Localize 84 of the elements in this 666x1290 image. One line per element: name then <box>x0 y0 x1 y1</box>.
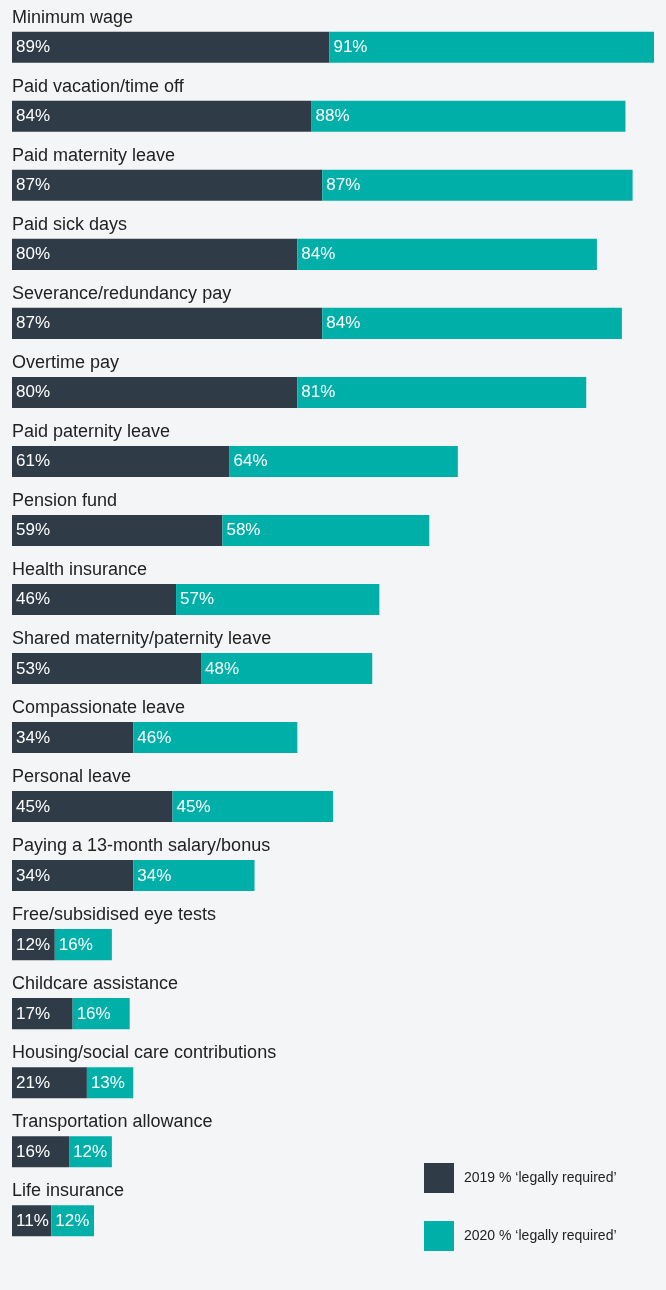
data-label: 87% <box>326 175 361 195</box>
data-label: 84% <box>301 244 336 264</box>
bar <box>322 169 633 201</box>
data-label: 13% <box>90 1072 125 1092</box>
bar <box>297 238 597 270</box>
y-tick-label: Paid vacation/time off <box>12 75 185 96</box>
data-label: 12% <box>73 1141 108 1161</box>
data-label: 87% <box>16 313 51 333</box>
bar <box>329 31 654 63</box>
bar <box>133 722 298 754</box>
data-label: 89% <box>16 37 51 57</box>
bar <box>12 514 223 546</box>
data-label: 12% <box>55 1210 90 1230</box>
y-tick-label: Life insurance <box>12 1180 125 1201</box>
legend-label: 2019 % ‘legally required’ <box>464 1169 617 1185</box>
y-tick-label: Paid paternity leave <box>12 420 171 441</box>
legend-label: 2020 % ‘legally required’ <box>464 1227 617 1243</box>
bar <box>12 307 323 339</box>
bar <box>12 722 134 754</box>
y-tick-label: Childcare assistance <box>12 973 179 994</box>
y-tick-label: Transportation allowance <box>12 1111 213 1132</box>
bar <box>12 169 323 201</box>
y-tick-label: Free/subsidised eye tests <box>12 904 217 925</box>
data-label: 61% <box>16 451 51 471</box>
y-tick-label: Housing/social care contributions <box>12 1042 277 1063</box>
bar <box>12 238 298 270</box>
data-label: 34% <box>16 865 51 885</box>
bar <box>12 583 177 616</box>
data-label: 21% <box>16 1072 51 1092</box>
y-tick-label: Paid maternity leave <box>12 144 176 165</box>
y-tick-label: Health insurance <box>12 558 148 579</box>
bar <box>222 514 430 546</box>
bar <box>201 652 373 685</box>
bar <box>176 583 380 616</box>
bar <box>172 791 333 823</box>
y-tick-label: Pension fund <box>12 489 118 510</box>
y-tick-label: Shared maternity/paternity leave <box>12 627 272 648</box>
data-label: 57% <box>180 589 215 609</box>
data-label: 87% <box>16 175 51 195</box>
bar <box>12 998 73 1030</box>
data-label: 48% <box>205 658 240 678</box>
data-label: 46% <box>16 589 51 609</box>
y-tick-label: Personal leave <box>12 766 132 787</box>
data-label: 45% <box>16 796 51 816</box>
data-label: 16% <box>16 1141 51 1161</box>
data-label: 11% <box>16 1210 49 1230</box>
data-label: 80% <box>16 244 51 264</box>
data-label: 59% <box>16 520 51 540</box>
data-label: 80% <box>16 382 51 402</box>
data-label: 88% <box>315 106 350 126</box>
bar <box>229 445 458 477</box>
data-label: 64% <box>233 451 268 471</box>
data-label: 34% <box>137 865 172 885</box>
y-tick-label: Compassionate leave <box>12 697 186 718</box>
data-label: 12% <box>16 934 51 954</box>
y-tick-label: Overtime pay <box>12 351 120 372</box>
bar <box>297 376 587 408</box>
data-label: 53% <box>16 658 51 678</box>
data-label: 81% <box>301 382 336 402</box>
bar <box>12 1067 87 1099</box>
data-label: 84% <box>326 313 361 333</box>
bar <box>12 376 298 408</box>
data-label: 16% <box>76 1003 111 1023</box>
bar <box>12 652 202 685</box>
y-tick-label: Paying a 13-month salary/bonus <box>12 835 271 856</box>
y-tick-label: Severance/redundancy pay <box>12 282 232 303</box>
bar <box>311 100 626 132</box>
data-label: 45% <box>176 796 211 816</box>
data-label: 58% <box>226 520 261 540</box>
data-label: 84% <box>16 106 51 126</box>
y-tick-label: Minimum wage <box>12 6 134 27</box>
data-label: 46% <box>137 727 172 747</box>
bar <box>12 445 230 477</box>
data-label: 34% <box>16 727 51 747</box>
y-tick-label: Paid sick days <box>12 213 128 234</box>
bar <box>12 860 134 892</box>
bar <box>133 860 255 892</box>
bar <box>12 31 330 63</box>
data-label: 17% <box>16 1003 51 1023</box>
data-label: 91% <box>333 37 368 57</box>
bar <box>12 791 173 823</box>
data-label: 16% <box>58 934 93 954</box>
bar <box>322 307 622 339</box>
bar <box>12 100 312 132</box>
